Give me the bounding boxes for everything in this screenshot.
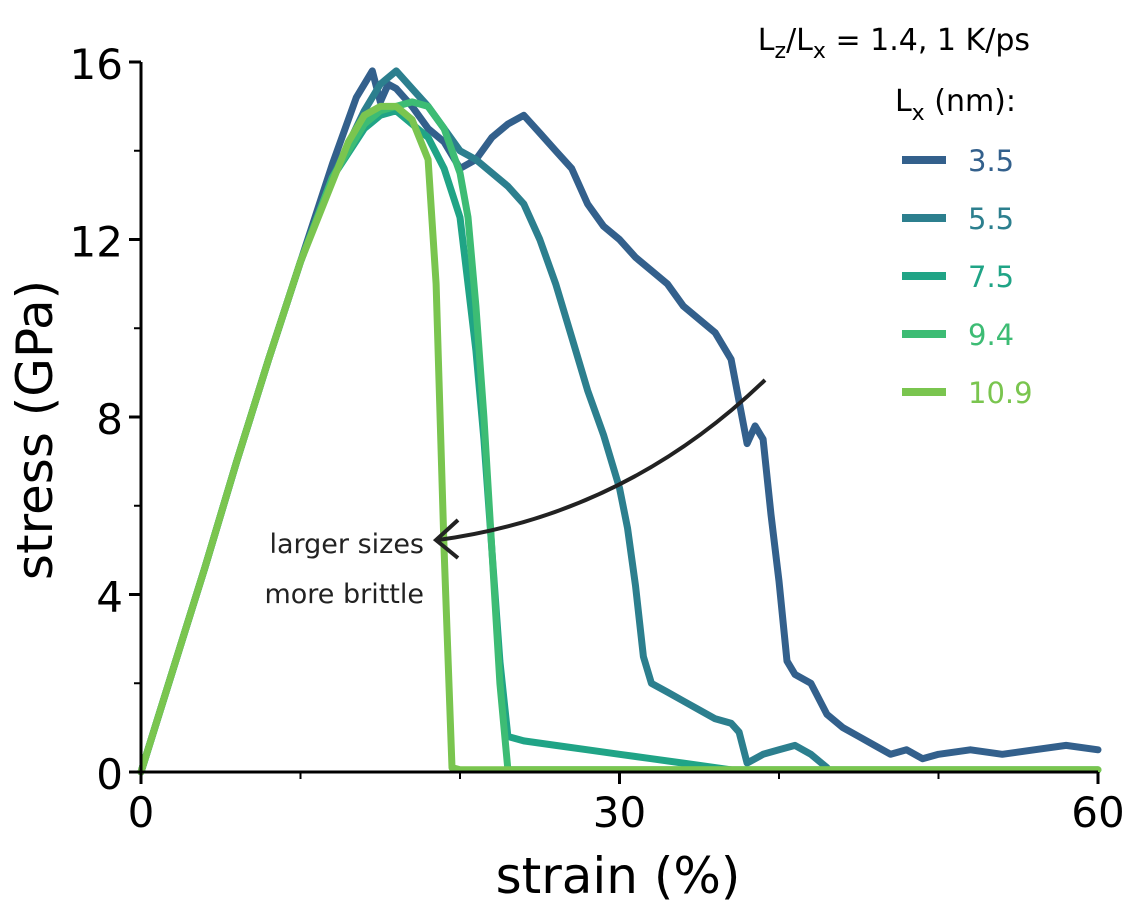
x-tick-label: 0: [128, 788, 155, 837]
x-tick-label: 30: [593, 788, 646, 837]
legend-label-4: 10.9: [968, 376, 1033, 410]
arrow-text-line-2: more brittle: [264, 579, 424, 610]
brittleness-arrow: [432, 378, 767, 560]
x-tick-label: 60: [1071, 788, 1124, 837]
axes-layer: [139, 62, 1098, 774]
y-tick-label: 0: [96, 750, 123, 799]
y-axis-label: stress (GPa): [6, 280, 64, 580]
y-tick-label: 8: [96, 395, 123, 444]
x-axis-label: strain (%): [496, 847, 741, 905]
ticks-layer: 0 4 8 12 16 0 30 60: [70, 40, 1125, 837]
series-line-2: [137, 107, 735, 776]
y-tick-label: 16: [70, 40, 123, 89]
series-line-4: [137, 102, 1102, 776]
arrow-head: [432, 518, 460, 560]
arrow-curve: [437, 378, 767, 542]
series-line-0: [137, 67, 1102, 776]
legend-label-3: 9.4: [968, 318, 1014, 352]
arrow-text-line-1: larger sizes: [269, 529, 424, 560]
legend-label-2: 7.5: [968, 260, 1014, 294]
legend: 3.5 5.5 7.5 9.4 10.9: [902, 144, 1033, 410]
legend-label-0: 3.5: [968, 144, 1014, 178]
legend-title: Lx (nm):: [895, 84, 1016, 126]
series-layer: [137, 67, 1102, 776]
series-line-3: [137, 98, 1102, 776]
y-tick-label: 12: [70, 218, 123, 267]
parameter-annotation: Lz/Lx = 1.4, 1 K/ps: [758, 23, 1030, 64]
legend-label-1: 5.5: [968, 202, 1014, 236]
y-tick-label: 4: [96, 573, 123, 622]
